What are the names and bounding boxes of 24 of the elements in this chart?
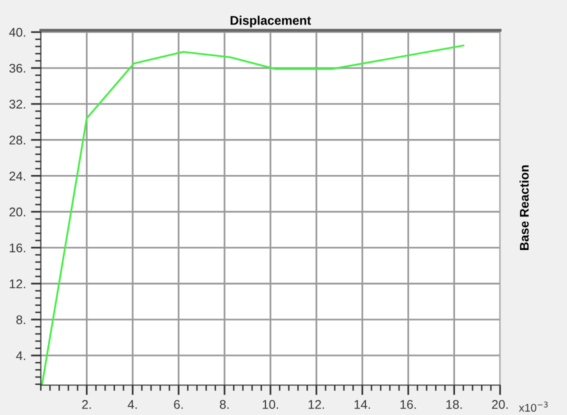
y-tick-label: 28. bbox=[9, 136, 26, 145]
x-tick-label: 12. bbox=[308, 400, 324, 409]
y-tick-label: 32. bbox=[9, 100, 26, 109]
line-series bbox=[41, 44, 464, 386]
y-tick-label: 16. bbox=[10, 243, 26, 252]
x-tick-label: 8. bbox=[220, 400, 229, 409]
y-tick-label: 24. bbox=[9, 172, 26, 180]
x-tick-label: 16. bbox=[400, 400, 416, 409]
chart-title: Displacement bbox=[230, 16, 311, 28]
x-tick-label: 2. bbox=[82, 400, 91, 409]
y-tick-label: 20. bbox=[9, 208, 26, 216]
y-axis-title: Base Reaction bbox=[520, 165, 529, 250]
y-tick-label: 36. bbox=[9, 64, 26, 73]
y-tick-label: 8. bbox=[16, 315, 26, 324]
x-tick-label: 20. bbox=[492, 400, 508, 409]
x-tick-label: 18. bbox=[446, 400, 462, 409]
y-tick-label: 4. bbox=[16, 351, 26, 360]
text: x10$^{−3}$ bbox=[518, 402, 548, 412]
y-tick-label: 40. bbox=[9, 28, 26, 37]
y-tick-label: 12. bbox=[10, 279, 26, 288]
x-tick-label: 6. bbox=[174, 400, 183, 409]
x-tick-label: 14. bbox=[354, 400, 370, 409]
x-tick-label: 4. bbox=[128, 400, 137, 409]
x-tick-label: 10. bbox=[262, 400, 278, 409]
